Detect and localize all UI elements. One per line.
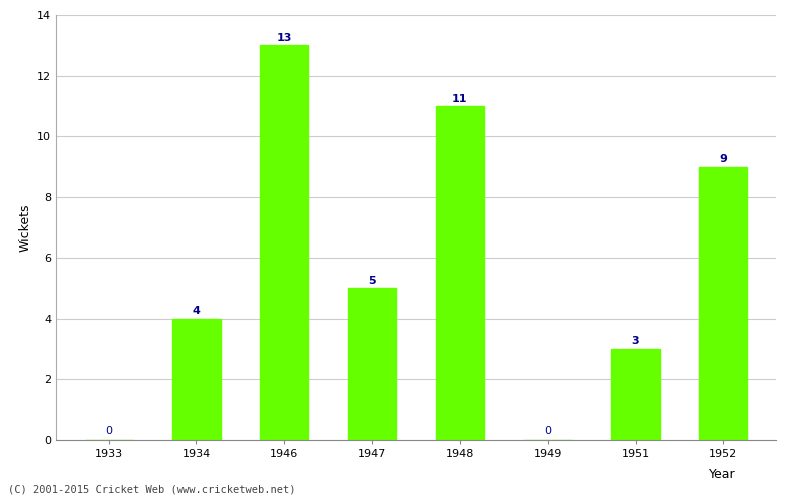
Bar [436, 106, 484, 440]
Bar [172, 318, 221, 440]
Text: 11: 11 [452, 94, 468, 104]
Text: 13: 13 [277, 33, 292, 43]
Bar [260, 46, 309, 440]
Text: 0: 0 [105, 426, 112, 436]
Bar [348, 288, 396, 440]
Y-axis label: Wickets: Wickets [18, 203, 31, 252]
Text: 4: 4 [193, 306, 201, 316]
Text: Year: Year [710, 468, 736, 480]
Text: 9: 9 [719, 154, 727, 164]
Bar [699, 167, 747, 440]
Bar [611, 349, 660, 440]
Text: 3: 3 [632, 336, 639, 346]
Text: 5: 5 [368, 276, 376, 286]
Text: 0: 0 [544, 426, 551, 436]
Text: (C) 2001-2015 Cricket Web (www.cricketweb.net): (C) 2001-2015 Cricket Web (www.cricketwe… [8, 485, 295, 495]
